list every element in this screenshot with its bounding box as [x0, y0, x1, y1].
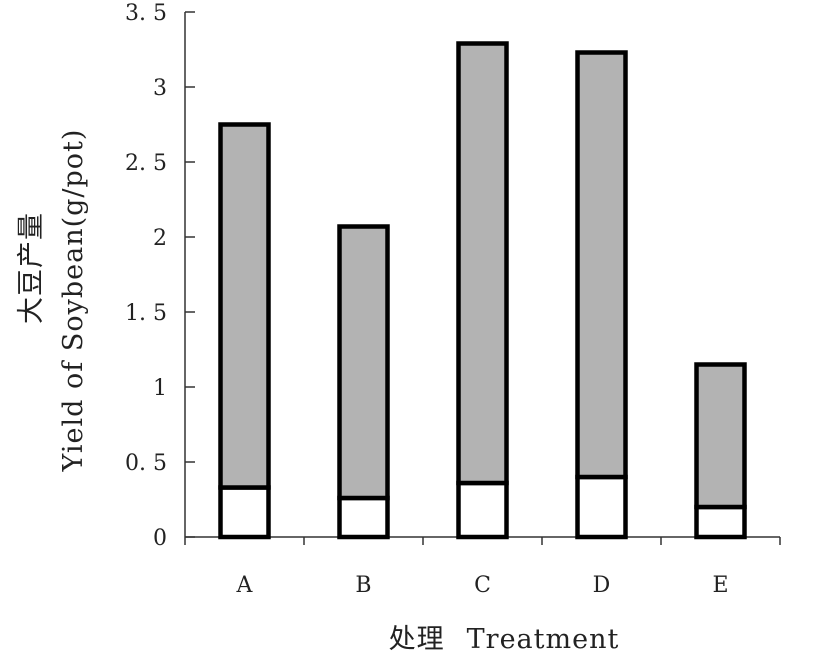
x-axis-title-en: Treatment	[467, 624, 620, 655]
x-tick-label: D	[593, 573, 611, 598]
y-tick-label: 1	[153, 376, 167, 401]
bar-B-upper	[337, 224, 390, 501]
y-tick-label: 3	[153, 76, 167, 101]
y-tick-label: 1. 5	[125, 301, 167, 326]
x-tick-label: C	[474, 573, 491, 598]
y-tick-label: 0. 5	[125, 451, 167, 476]
x-axis-title-cn: 处理	[389, 624, 445, 655]
x-tick-label: B	[355, 573, 371, 598]
bar-E-upper	[694, 362, 747, 510]
bar-A-lower	[218, 485, 271, 540]
bar-B-lower	[337, 495, 390, 540]
y-tick-label: 2	[153, 226, 167, 251]
y-axis-title: Yield of Soybean(g/pot)	[58, 129, 89, 473]
y-axis-title-cn-line: 大豆产量	[16, 212, 47, 324]
y-axis-title-en: Yield of Soybean(g/pot)	[58, 129, 89, 473]
y-tick-label: 3. 5	[125, 1, 167, 26]
bar-D-upper	[575, 50, 628, 480]
plot-area: 0 0. 5 1 1. 5 2 2. 5 3 3. 5 A B C D E	[125, 1, 781, 598]
x-axis-title: 处理 Treatment	[389, 624, 620, 655]
bar-A-upper	[218, 122, 271, 490]
y-axis-title-cn: 大豆产量	[16, 212, 47, 324]
bar-D-lower	[575, 474, 628, 540]
x-tick-label: E	[712, 573, 728, 598]
bar-C-upper	[456, 41, 509, 486]
bar-E-lower	[694, 504, 747, 540]
y-tick-label: 0	[153, 526, 167, 551]
bar-C-lower	[456, 480, 509, 540]
y-tick-label: 2. 5	[125, 151, 167, 176]
x-tick-label: A	[236, 573, 254, 598]
